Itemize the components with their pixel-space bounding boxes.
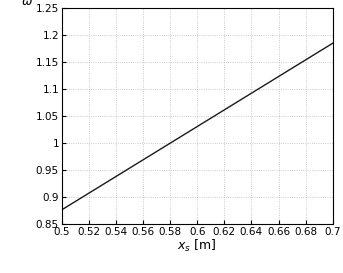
- X-axis label: $x_s\ \mathrm{[m]}$: $x_s\ \mathrm{[m]}$: [177, 238, 217, 254]
- Y-axis label: $\omega$: $\omega$: [21, 0, 33, 8]
